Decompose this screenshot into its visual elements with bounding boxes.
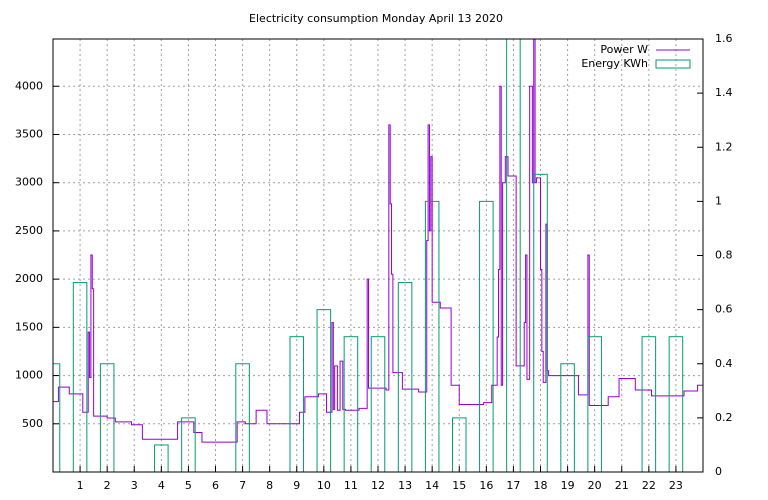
legend-label: Power W [600, 43, 648, 56]
axes: 1 2 3 4 5 6 7 8 9 10 11 12 13 14 15 16 17 18 19 20 21 22 23500… [15, 32, 733, 492]
x-tick-label: 19 [561, 479, 575, 492]
energy-box [424, 200, 440, 472]
x-tick-label: 10 [317, 479, 331, 492]
energy-box [370, 336, 386, 472]
x-tick-label: 9 [293, 479, 300, 492]
y2-tick-label: 1 [715, 194, 722, 207]
energy-box [343, 336, 359, 472]
energy-box [560, 363, 575, 472]
energy-box [72, 282, 88, 472]
x-tick-label: 1 [77, 479, 84, 492]
x-tick-label: 5 [185, 479, 192, 492]
y2-tick-label: 1.4 [715, 86, 733, 99]
x-tick-label: 4 [158, 479, 165, 492]
energy-box [451, 417, 467, 472]
x-tick-label: 7 [239, 479, 246, 492]
x-tick-label: 21 [615, 479, 629, 492]
plot-area [53, 39, 703, 472]
x-tick-label: 23 [669, 479, 683, 492]
x-tick-label: 6 [212, 479, 219, 492]
x-tick-label: 3 [131, 479, 138, 492]
grid [53, 39, 703, 472]
x-tick-label: 12 [371, 479, 385, 492]
x-tick-label: 14 [425, 479, 439, 492]
energy-box [533, 173, 548, 472]
energy-box [235, 363, 250, 472]
y-tick-label: 1500 [15, 320, 43, 333]
x-tick-label: 22 [642, 479, 656, 492]
energy-box [316, 309, 332, 472]
legend-swatch [655, 59, 691, 69]
energy-box [154, 444, 169, 472]
y2-tick-label: 1.6 [715, 32, 733, 45]
x-tick-label: 15 [452, 479, 466, 492]
x-tick-label: 16 [479, 479, 493, 492]
energy-box [479, 200, 494, 472]
power-line [53, 39, 703, 443]
x-tick-label: 2 [104, 479, 111, 492]
x-tick-label: 13 [398, 479, 412, 492]
energy-box [641, 336, 657, 472]
legend-label: Energy KWh [581, 57, 648, 70]
energy-box [397, 282, 413, 472]
x-tick-label: 8 [266, 479, 273, 492]
x-tick-label: 18 [534, 479, 548, 492]
y2-tick-label: 1.2 [715, 140, 733, 153]
x-tick-label: 20 [588, 479, 602, 492]
energy-box [99, 363, 115, 472]
y-tick-label: 4000 [15, 79, 43, 92]
y-tick-label: 1000 [15, 369, 43, 382]
y-tick-label: 2500 [15, 224, 43, 237]
y2-tick-label: 0.4 [715, 357, 733, 370]
x-tick-label: 17 [506, 479, 520, 492]
energy-box [289, 336, 305, 472]
energy-box [668, 336, 684, 472]
y-tick-label: 3000 [15, 176, 43, 189]
energy-box [587, 336, 602, 472]
y-tick-label: 2000 [15, 272, 43, 285]
y-tick-label: 3500 [15, 127, 43, 140]
y2-tick-label: 0.2 [715, 411, 733, 424]
x-tick-label: 11 [344, 479, 358, 492]
y-tick-label: 500 [22, 417, 43, 430]
energy-box [506, 39, 521, 472]
y2-tick-label: 0.8 [715, 249, 733, 262]
chart-title: Electricity consumption Monday April 13 … [249, 12, 503, 25]
y2-tick-label: 0.6 [715, 303, 733, 316]
y2-tick-label: 0 [715, 465, 722, 478]
energy-box [181, 417, 196, 472]
